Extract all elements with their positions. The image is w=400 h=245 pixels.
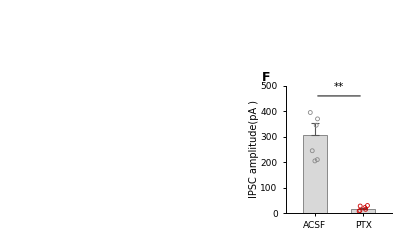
Point [362,207,369,211]
Y-axis label: IPSC amplitude(pA ): IPSC amplitude(pA ) [249,100,259,198]
Text: F: F [262,71,270,84]
Point [364,204,371,208]
Point [357,204,363,208]
Text: **: ** [334,82,344,92]
Point [309,149,316,153]
Point [307,110,314,114]
Point [356,209,362,213]
Point [362,206,368,209]
Point [357,209,363,213]
Point [313,123,319,127]
Point [312,159,318,163]
Bar [351,208,375,213]
Point [314,158,320,162]
Point [314,117,321,121]
Bar [303,135,327,213]
